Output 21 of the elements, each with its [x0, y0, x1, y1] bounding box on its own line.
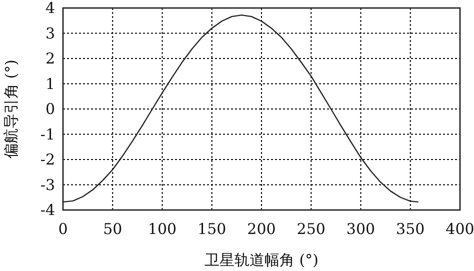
x-tick-label: 150: [198, 220, 226, 238]
x-tick-label: 50: [103, 220, 122, 238]
x-axis-title: 卫星轨道幅角 (°): [204, 251, 318, 269]
y-tick-label: -1: [40, 125, 55, 144]
y-tick-label: 0: [45, 100, 55, 118]
y-tick-label: -2: [40, 150, 55, 168]
y-axis-title: 偏航导引角 (°): [2, 60, 20, 158]
x-tick-label: 350: [396, 220, 425, 238]
y-tick-label: 1: [45, 74, 55, 93]
x-tick-label: 200: [247, 220, 276, 238]
x-tick-label: 100: [148, 220, 177, 238]
x-tick-label: 400: [446, 220, 474, 238]
line-series: [62, 14, 419, 203]
y-tick-label: -3: [40, 176, 55, 194]
x-tick-label: 300: [346, 220, 376, 238]
x-tick-label: 0: [58, 220, 68, 238]
y-tick-label: 4: [45, 0, 55, 17]
y-tick-label: 3: [45, 24, 55, 42]
y-tick-label: 2: [45, 50, 55, 68]
x-tick-label: 250: [296, 220, 326, 238]
y-tick-label: -4: [40, 201, 55, 219]
